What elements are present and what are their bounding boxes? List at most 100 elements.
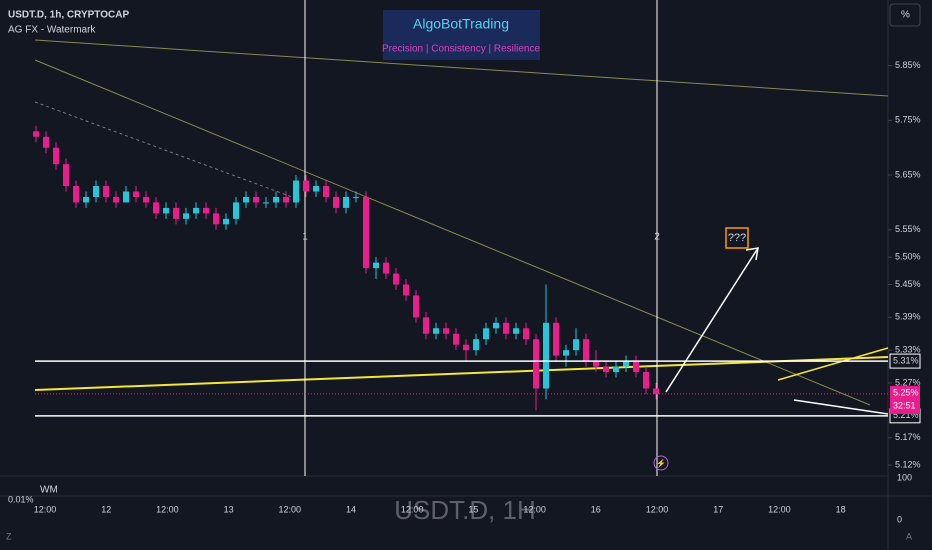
candle-body <box>483 328 489 340</box>
candle-body <box>463 344 469 351</box>
y-tick-label: 5.39% <box>895 312 921 322</box>
x-tick-label: 17 <box>713 504 723 514</box>
candle-body <box>473 339 479 351</box>
level-label: 5.31% <box>893 355 919 365</box>
level-label: 5.21% <box>893 410 919 420</box>
x-tick-label: 14 <box>346 504 356 514</box>
candle-body <box>193 207 199 214</box>
trend-line <box>34 101 301 201</box>
marker-label: 1 <box>302 232 308 243</box>
candle-body <box>543 322 549 389</box>
candle-body <box>563 350 569 356</box>
candle-body <box>553 322 559 356</box>
candle-body <box>383 262 389 274</box>
zoom-button[interactable]: Z <box>6 531 12 541</box>
annotation: ??? <box>728 232 746 244</box>
x-tick-label: 18 <box>836 504 846 514</box>
indicator-tick: 0 <box>897 514 902 524</box>
y-tick-label: 5.50% <box>895 252 921 262</box>
alert-icon-glyph[interactable]: ⚡ <box>656 458 666 468</box>
chart-subtitle: AG FX - Watermark <box>8 25 96 36</box>
candle-body <box>103 186 109 197</box>
candle-body <box>203 207 209 214</box>
alert-icon[interactable] <box>653 455 669 471</box>
trend-line <box>34 59 871 406</box>
x-tick-label: 12:00 <box>279 504 302 514</box>
candle-body <box>283 196 289 203</box>
candle-body <box>93 186 99 197</box>
trend-line <box>34 39 889 97</box>
candle-body <box>363 196 369 269</box>
candle-body <box>273 196 279 203</box>
candle-body <box>513 328 519 334</box>
indicator-name: WM <box>40 485 58 496</box>
candle-body <box>43 136 49 148</box>
x-tick-label: 12:00 <box>401 504 424 514</box>
candle-body <box>633 361 639 373</box>
x-tick-label: 12:00 <box>156 504 179 514</box>
auto-button[interactable]: A <box>906 531 912 541</box>
last-price-tag <box>890 385 920 414</box>
candle-body <box>83 196 89 203</box>
projection-line <box>777 347 889 381</box>
candle-body <box>593 361 599 367</box>
candle-body <box>253 196 259 203</box>
candle-body <box>623 361 629 367</box>
candle-body <box>183 213 189 219</box>
x-tick-label: 12:00 <box>646 504 669 514</box>
candle-body <box>403 284 409 296</box>
candle-body <box>653 388 659 394</box>
candle-body <box>573 339 579 351</box>
x-tick-label: 12 <box>101 504 111 514</box>
x-tick-label: 15 <box>468 504 478 514</box>
unit-button[interactable] <box>889 3 921 27</box>
candle-body <box>163 207 169 214</box>
candle-body <box>453 333 459 345</box>
y-tick-label: 5.27% <box>895 377 921 387</box>
y-tick-label: 5.33% <box>895 345 921 355</box>
x-tick-label: 12:00 <box>523 504 546 514</box>
x-tick-label: 13 <box>224 504 234 514</box>
candle-body <box>243 196 249 203</box>
candle-body <box>603 366 609 373</box>
candle-body <box>323 186 329 197</box>
candle-body <box>293 180 299 203</box>
arrow-head <box>745 247 759 261</box>
candle-body <box>153 202 159 214</box>
x-tick-label: 12:00 <box>34 504 57 514</box>
candle-body <box>143 196 149 203</box>
y-tick-label: 5.12% <box>895 459 921 469</box>
y-tick-label: 5.75% <box>895 115 921 125</box>
indicator-tick: 100 <box>897 472 912 482</box>
candle-body <box>263 202 269 204</box>
candle-body <box>503 322 509 334</box>
unit-button-label[interactable]: % <box>901 10 910 21</box>
last-price-label: 5.25% <box>893 387 919 397</box>
candle-body <box>353 196 359 198</box>
y-tick-label: 5.85% <box>895 60 921 70</box>
candle-body <box>213 213 219 225</box>
y-tick-label: 5.65% <box>895 169 921 179</box>
candle-body <box>583 339 589 362</box>
countdown: 32:51 <box>893 400 916 410</box>
candle-body <box>63 164 69 187</box>
candle-body <box>173 207 179 219</box>
candle-body <box>423 317 429 334</box>
banner-tagline: Precision | Consistency | Resilience <box>382 44 540 55</box>
watermark: USDT.D, 1H <box>394 495 536 525</box>
y-tick-label: 5.55% <box>895 224 921 234</box>
candle-body <box>53 147 59 165</box>
banner-title: AlgoBotTrading <box>413 16 509 32</box>
candle-body <box>133 191 139 197</box>
candle-body <box>493 322 499 329</box>
y-tick-label: 5.45% <box>895 279 921 289</box>
candle-body <box>123 191 129 203</box>
x-tick-label: 12:00 <box>768 504 791 514</box>
candle-body <box>313 186 319 192</box>
x-tick-label: 16 <box>591 504 601 514</box>
candle-body <box>233 202 239 219</box>
candle-body <box>393 273 399 285</box>
candle-body <box>73 186 79 203</box>
